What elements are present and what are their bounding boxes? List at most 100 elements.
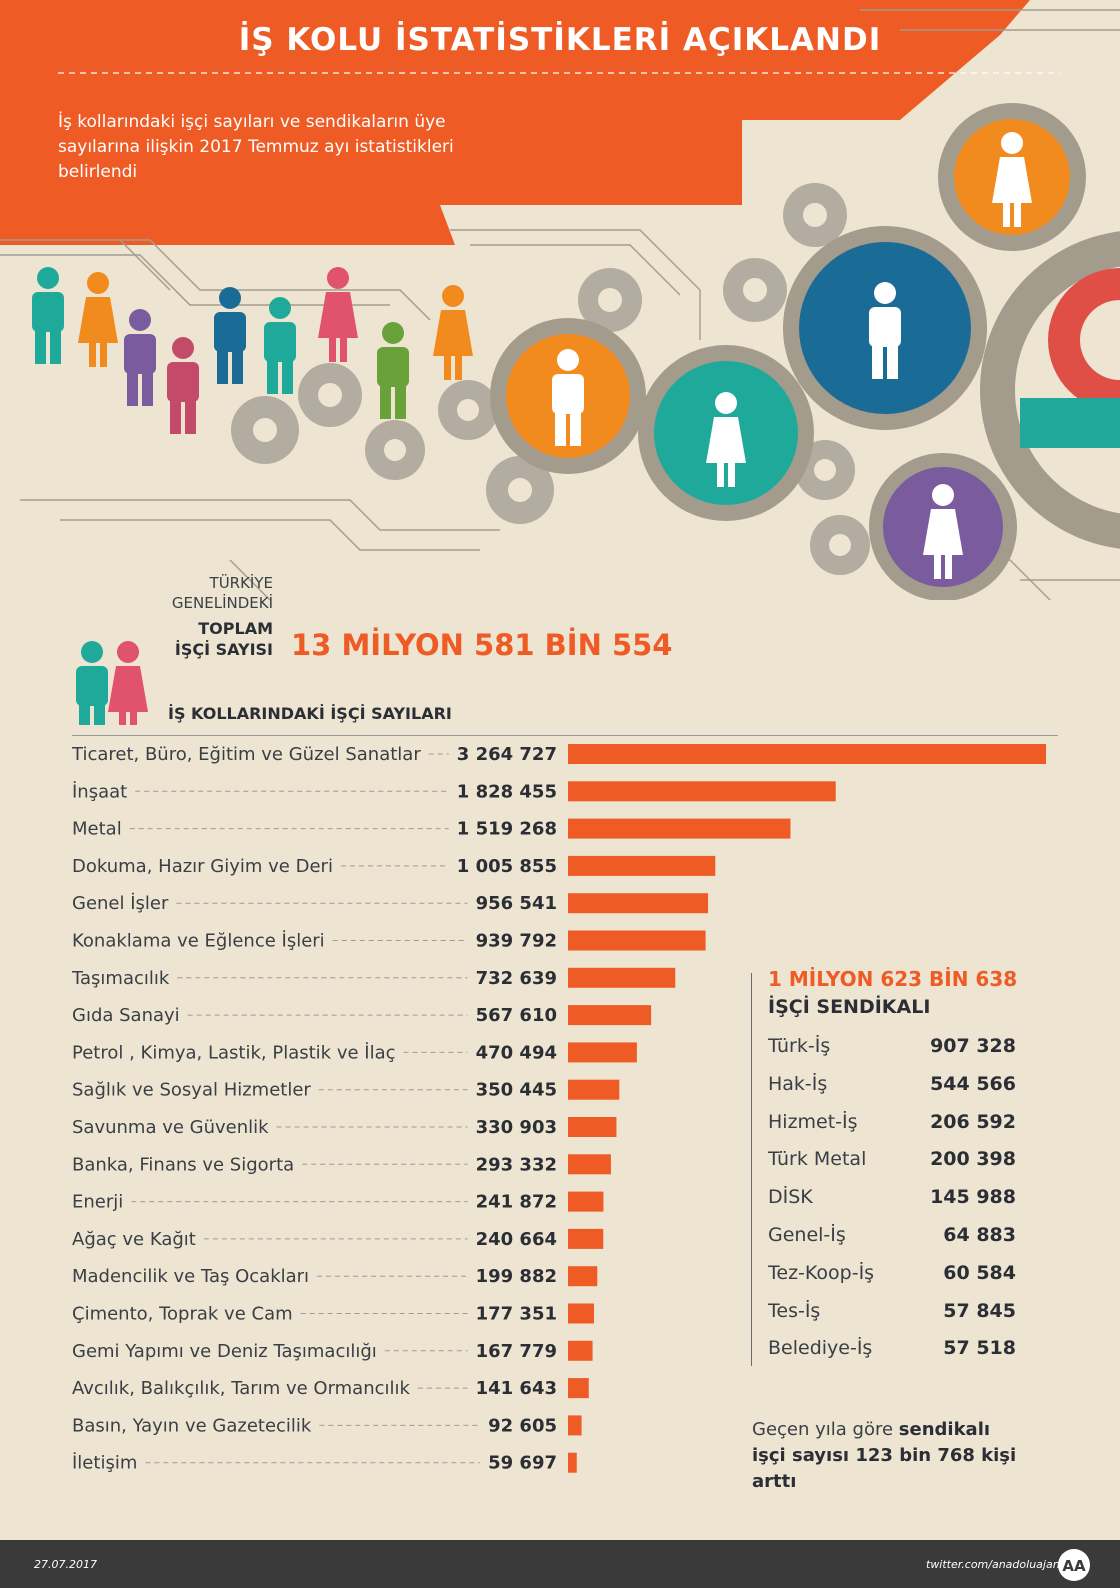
bar <box>568 893 709 914</box>
category-label: Taşımacılık <box>71 968 170 989</box>
union-name: Hizmet-İş <box>768 1110 858 1133</box>
union-row: Türk-İş 907 328 <box>768 1035 1016 1073</box>
bar <box>568 1191 604 1212</box>
union-value: 64 883 <box>943 1223 1016 1246</box>
value-label: 470 494 <box>476 1042 557 1063</box>
union-row: Türk Metal 200 398 <box>768 1148 1016 1186</box>
footer-bar <box>0 1540 1120 1588</box>
bar <box>568 1415 582 1436</box>
bar <box>568 1228 604 1249</box>
union-heading: İŞÇİ SENDİKALI <box>768 996 931 1018</box>
value-label: 1 005 855 <box>457 856 557 877</box>
union-value: 57 845 <box>943 1299 1016 1322</box>
header-banner <box>0 0 1060 245</box>
union-value: 907 328 <box>930 1035 1016 1057</box>
category-label: Petrol , Kimya, Lastik, Plastik ve İlaç <box>72 1042 396 1063</box>
bar <box>568 744 1046 764</box>
value-label: 939 792 <box>476 931 557 952</box>
bar <box>568 818 791 839</box>
union-name: DİSK <box>768 1186 813 1209</box>
category-label: Banka, Finans ve Sigorta <box>72 1154 294 1175</box>
bar <box>568 1452 577 1473</box>
aa-logo-icon: AA <box>1058 1549 1090 1581</box>
footer-twitter-link[interactable]: twitter.com/anadoluajansi <box>926 1558 1069 1571</box>
footer-date: 27.07.2017 <box>34 1558 97 1571</box>
chart-divider <box>72 735 1058 736</box>
total-label-line2: GENELİNDEKİ <box>171 594 273 612</box>
category-label: İnşaat <box>72 781 127 802</box>
value-label: 293 332 <box>476 1154 557 1175</box>
union-value: 206 592 <box>930 1110 1016 1133</box>
value-label: 1 828 455 <box>457 781 557 802</box>
category-label: Avcılık, Balıkçılık, Tarım ve Ormancılık <box>72 1378 411 1399</box>
category-label: Ağaç ve Kağıt <box>72 1229 196 1250</box>
value-label: 199 882 <box>476 1266 557 1287</box>
union-row: Tes-İş 57 845 <box>768 1300 1016 1338</box>
value-label: 167 779 <box>476 1341 557 1362</box>
value-label: 177 351 <box>476 1304 557 1325</box>
union-row: Tez-Koop-İş 60 584 <box>768 1262 1016 1300</box>
value-label: 3 264 727 <box>457 744 557 765</box>
union-value: 57 518 <box>943 1337 1016 1360</box>
value-label: 92 605 <box>488 1415 557 1436</box>
gears-illustration <box>0 9 1120 600</box>
bar <box>568 781 836 802</box>
total-label-line1: TÜRKİYE <box>209 574 273 592</box>
category-label: Ticaret, Büro, Eğitim ve Güzel Sanatlar <box>71 744 421 765</box>
bar <box>568 967 676 988</box>
note-text: Geçen yıla göre sendikalı işçi sayısı 12… <box>752 1417 1022 1495</box>
category-label: Madencilik ve Taş Ocakları <box>72 1266 309 1287</box>
category-label: Gıda Sanayi <box>72 1005 180 1026</box>
note-bold: sendikalı işçi sayısı 123 bin 768 kişi a… <box>752 1419 1017 1492</box>
value-label: 330 903 <box>476 1117 557 1138</box>
union-name: Türk Metal <box>768 1148 867 1171</box>
svg-text:AA: AA <box>1062 1557 1086 1575</box>
total-value: 13 MİLYON 581 BİN 554 <box>291 628 673 662</box>
bar <box>568 1005 652 1026</box>
category-label: Basın, Yayın ve Gazetecilik <box>72 1415 312 1436</box>
union-row: Genel-İş 64 883 <box>768 1224 1016 1262</box>
union-value: 544 566 <box>930 1072 1016 1095</box>
value-label: 241 872 <box>476 1192 557 1213</box>
bar <box>568 1303 594 1324</box>
category-label: İletişim <box>72 1453 137 1474</box>
category-label: Konaklama ve Eğlence İşleri <box>72 931 325 952</box>
union-row: Belediye-İş 57 518 <box>768 1337 1016 1375</box>
union-name: Tez-Koop-İş <box>768 1261 875 1284</box>
bar <box>568 1117 617 1137</box>
category-label: Dokuma, Hazır Giyim ve Deri <box>72 856 333 877</box>
total-label-line3: TOPLAM <box>198 619 273 638</box>
value-label: 1 519 268 <box>457 819 557 840</box>
union-row: Hizmet-İş 206 592 <box>768 1111 1016 1149</box>
value-label: 141 643 <box>476 1378 557 1399</box>
union-name: Tes-İş <box>768 1299 821 1322</box>
category-label: Genel İşler <box>72 893 169 914</box>
page-subtitle: İş kollarındaki işçi sayıları ve sendika… <box>58 112 454 182</box>
value-label: 567 610 <box>476 1005 557 1026</box>
union-name: Türk-İş <box>768 1035 831 1057</box>
union-value: 145 988 <box>930 1186 1016 1209</box>
union-row: DİSK 145 988 <box>768 1186 1016 1224</box>
union-row: Hak-İş 544 566 <box>768 1073 1016 1111</box>
category-label: Gemi Yapımı ve Deniz Taşımacılığı <box>72 1341 377 1362</box>
category-label: Sağlık ve Sosyal Hizmetler <box>72 1080 311 1101</box>
bar <box>568 1079 620 1100</box>
category-label: Enerji <box>72 1192 123 1213</box>
chart-title: İŞ KOLLARINDAKİ İŞÇİ SAYILARI <box>168 704 452 723</box>
value-label: 59 697 <box>488 1453 557 1474</box>
category-label: Metal <box>72 819 122 840</box>
value-label: 240 664 <box>476 1229 557 1250</box>
value-label: 732 639 <box>476 968 557 989</box>
category-label: Çimento, Toprak ve Cam <box>72 1304 293 1325</box>
bar <box>568 1042 637 1063</box>
union-value: 60 584 <box>943 1261 1016 1284</box>
bar <box>568 855 716 876</box>
union-total: 1 MİLYON 623 BİN 638 <box>768 967 1018 991</box>
value-label: 956 541 <box>476 893 557 914</box>
union-value: 200 398 <box>930 1148 1016 1171</box>
union-name: Belediye-İş <box>768 1337 873 1360</box>
bar <box>568 1266 598 1287</box>
union-name: Genel-İş <box>768 1223 846 1246</box>
total-label-line4: İŞÇİ SAYISI <box>174 640 273 659</box>
bar <box>568 930 706 951</box>
